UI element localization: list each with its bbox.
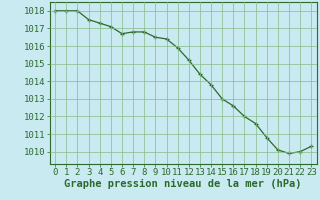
X-axis label: Graphe pression niveau de la mer (hPa): Graphe pression niveau de la mer (hPa) bbox=[64, 179, 302, 189]
